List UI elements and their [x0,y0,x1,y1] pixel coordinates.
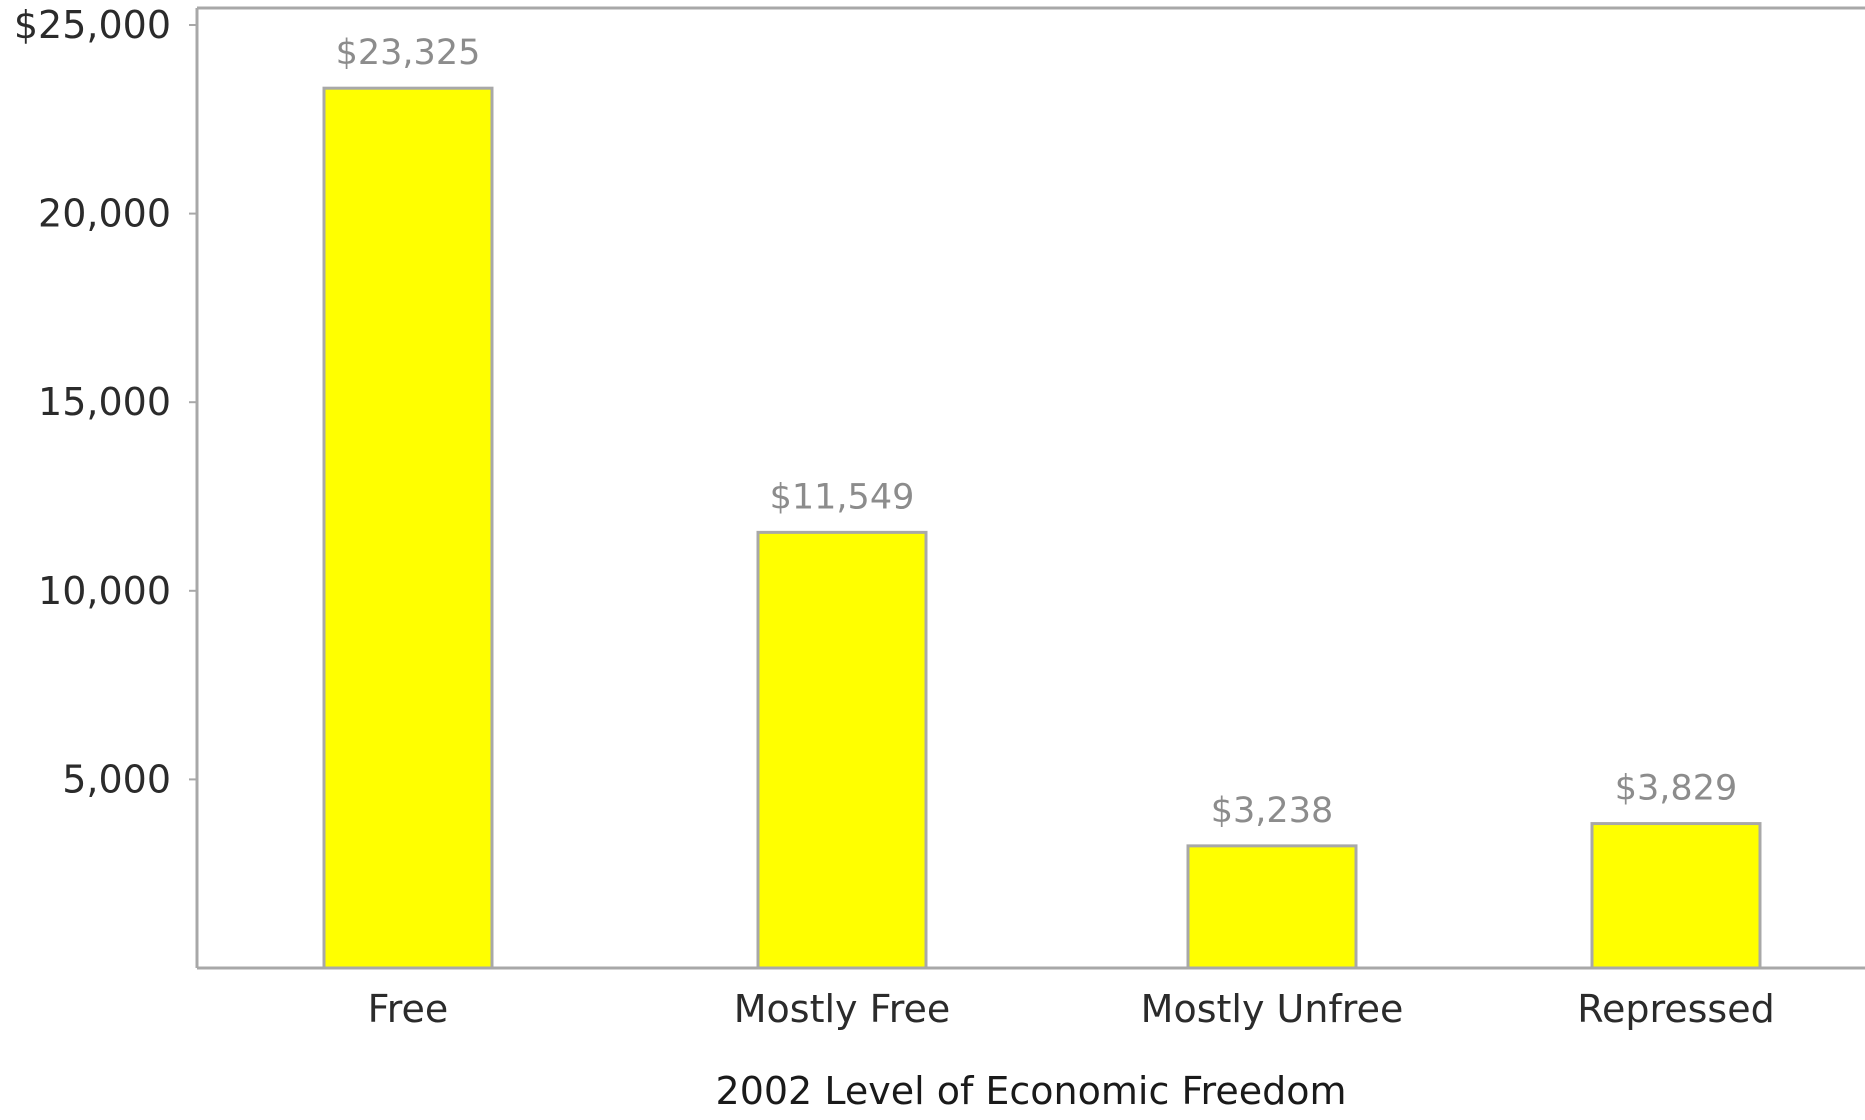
bar [1590,822,1762,970]
x-axis-category-labels: Free Mostly Free Mostly Unfree Repressed [368,987,1775,1031]
bar-value-label: $3,238 [1211,791,1333,831]
y-axis-ticks: 5,000 10,000 15,000 20,000 $25,000 [14,3,197,801]
y-tick-label: 15,000 [38,380,171,424]
y-tick-label: 5,000 [62,757,171,801]
bars [322,86,1762,970]
x-category-label: Repressed [1577,987,1774,1031]
bar-value-label: $3,829 [1615,769,1737,809]
x-category-label: Free [368,987,449,1031]
bar-value-label: $23,325 [336,33,481,73]
data-labels: $23,325 $11,549 $3,238 $3,829 [336,33,1738,831]
x-category-label: Mostly Unfree [1141,987,1404,1031]
y-tick-label: 10,000 [38,569,171,613]
y-tick-label: $25,000 [14,3,171,47]
y-tick-label: 20,000 [38,192,171,236]
bar [322,86,494,970]
bar-value-label: $11,549 [770,477,915,517]
bar [1186,844,1358,970]
x-axis-title: 2002 Level of Economic Freedom [716,1069,1347,1113]
x-category-label: Mostly Free [734,987,951,1031]
bar [756,530,928,970]
